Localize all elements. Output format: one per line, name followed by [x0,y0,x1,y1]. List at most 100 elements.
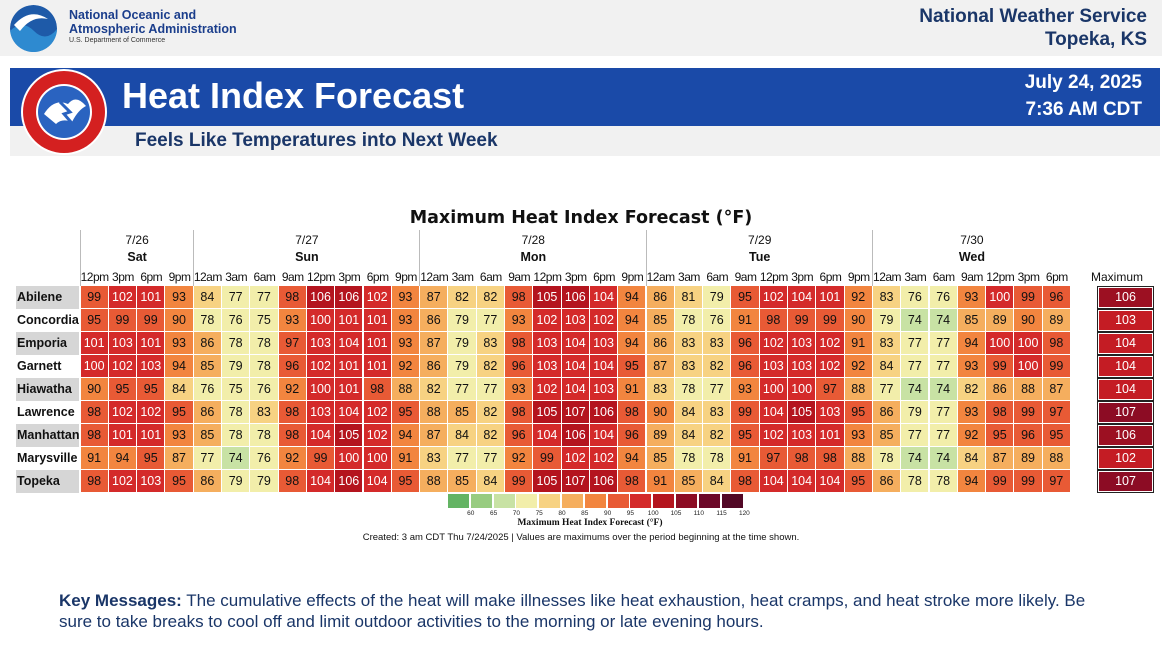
key-messages-label: Key Messages: [59,591,182,610]
heat-index-cell: 100 [80,355,109,378]
legend-tick-label: 110 [693,510,704,517]
department-name: U.S. Department of Commerce [69,37,166,44]
legend-tick-label: 80 [558,510,566,517]
heat-index-cell: 83 [703,401,732,424]
heat-index-cell: 102 [108,355,138,378]
heat-index-cell: 84 [703,470,732,493]
heat-index-cell: 94 [108,447,138,470]
maximum-value-cell: 102 [1099,449,1152,468]
heat-index-cell: 78 [250,355,279,378]
maximum-value-cell: 107 [1099,403,1152,422]
heat-index-cell: 104 [561,332,590,355]
heat-index-cell: 93 [844,424,873,447]
heat-index-cell: 93 [957,355,987,378]
heat-index-cell: 96 [278,355,307,378]
time-column-label: 12am [646,270,676,284]
heat-index-cell: 77 [929,424,958,447]
heat-index-cell: 95 [108,378,138,401]
heat-index-cell: 102 [759,286,788,309]
heat-index-cell: 94 [165,355,194,378]
day-date-label: 7/27 [295,233,319,247]
heat-index-cell: 103 [306,332,336,355]
time-column-label: 9pm [168,270,191,284]
time-column-label: 3am [904,270,927,284]
heat-index-cell: 76 [901,286,930,309]
heat-index-cell: 84 [674,401,704,424]
issue-time: 7:36 AM CDT [1025,99,1142,120]
heat-index-cell: 91 [618,378,647,401]
heat-index-cell: 76 [250,447,279,470]
heat-index-cell: 104 [561,378,590,401]
time-column-label: 9am [734,270,757,284]
heat-index-cell: 103 [137,470,166,493]
heat-index-cell: 79 [703,286,732,309]
city-label: Manhattan [16,424,80,447]
heat-index-cell: 90 [80,378,109,401]
heat-index-cell: 103 [533,332,562,355]
day-separator [419,230,421,286]
heat-index-cell: 85 [646,447,675,470]
time-column-label: 6am [932,270,955,284]
heat-index-cell: 87 [1042,378,1071,401]
heat-index-cell: 79 [448,332,477,355]
legend-tick-label: 105 [670,510,682,517]
heat-index-cell: 79 [872,309,902,332]
heat-index-cell: 96 [1014,424,1043,447]
heat-index-cell: 86 [986,378,1015,401]
heat-index-cell: 92 [957,424,987,447]
heat-index-cell: 102 [108,401,138,424]
heat-index-cell: 102 [363,286,392,309]
day-separator [645,230,647,286]
heat-index-cell: 88 [844,447,873,470]
heat-index-cell: 94 [618,286,647,309]
time-column-label: 6am [253,270,276,284]
heat-index-cell: 97 [1042,470,1071,493]
heat-index-cell: 78 [222,401,251,424]
day-date-label: 7/28 [521,233,545,247]
heat-index-cell: 92 [844,286,873,309]
heat-index-cell: 93 [165,332,194,355]
heat-index-cell: 98 [363,378,392,401]
time-column-label: 12pm [80,270,110,284]
heat-index-cell: 77 [222,286,251,309]
heat-index-cell: 78 [193,309,222,332]
heat-index-cell: 75 [250,309,279,332]
table-title: Maximum Heat Index Forecast (°F) [409,208,753,228]
legend-swatch [607,494,630,508]
maximum-value-cell: 104 [1099,380,1152,399]
legend-tick-label: 65 [489,510,498,517]
day-date-label: 7/26 [125,233,149,247]
heat-index-cell: 92 [278,378,307,401]
heat-index-cell: 94 [957,332,987,355]
heat-index-cell: 85 [448,401,477,424]
heat-index-cell: 102 [816,355,845,378]
heat-index-cell: 104 [589,355,619,378]
heat-index-cell: 106 [306,286,336,309]
heat-index-cell: 98 [278,424,307,447]
heat-index-cell: 107 [561,470,590,493]
legend-swatch [562,494,584,508]
heat-index-cell: 86 [872,470,902,493]
heat-index-cell: 98 [505,286,534,309]
time-column-label: 12pm [759,270,789,284]
city-label: Lawrence [17,405,75,419]
heat-index-cell: 90 [1014,309,1043,332]
heat-index-cell: 101 [80,332,109,355]
heat-index-cell: 79 [448,309,477,332]
agency-name-line2: Atmospheric Administration [69,22,237,36]
heat-index-cell: 93 [731,378,760,401]
heat-index-cell: 95 [844,401,873,424]
heat-index-cell: 74 [929,447,958,470]
heat-index-cell: 106 [335,470,364,493]
heat-index-cell: 81 [674,286,704,309]
heat-index-cell: 83 [476,332,505,355]
heat-index-cell: 88 [420,470,449,493]
heat-index-cell: 97 [759,447,788,470]
heat-index-cell: 84 [165,378,194,401]
heat-index-cell: 77 [929,332,958,355]
heat-index-cell: 99 [1014,286,1043,309]
heat-index-cell: 74 [929,309,958,332]
time-column-label: 9am [961,270,983,284]
heat-index-cell: 102 [759,332,788,355]
heat-index-cell: 96 [618,424,647,447]
